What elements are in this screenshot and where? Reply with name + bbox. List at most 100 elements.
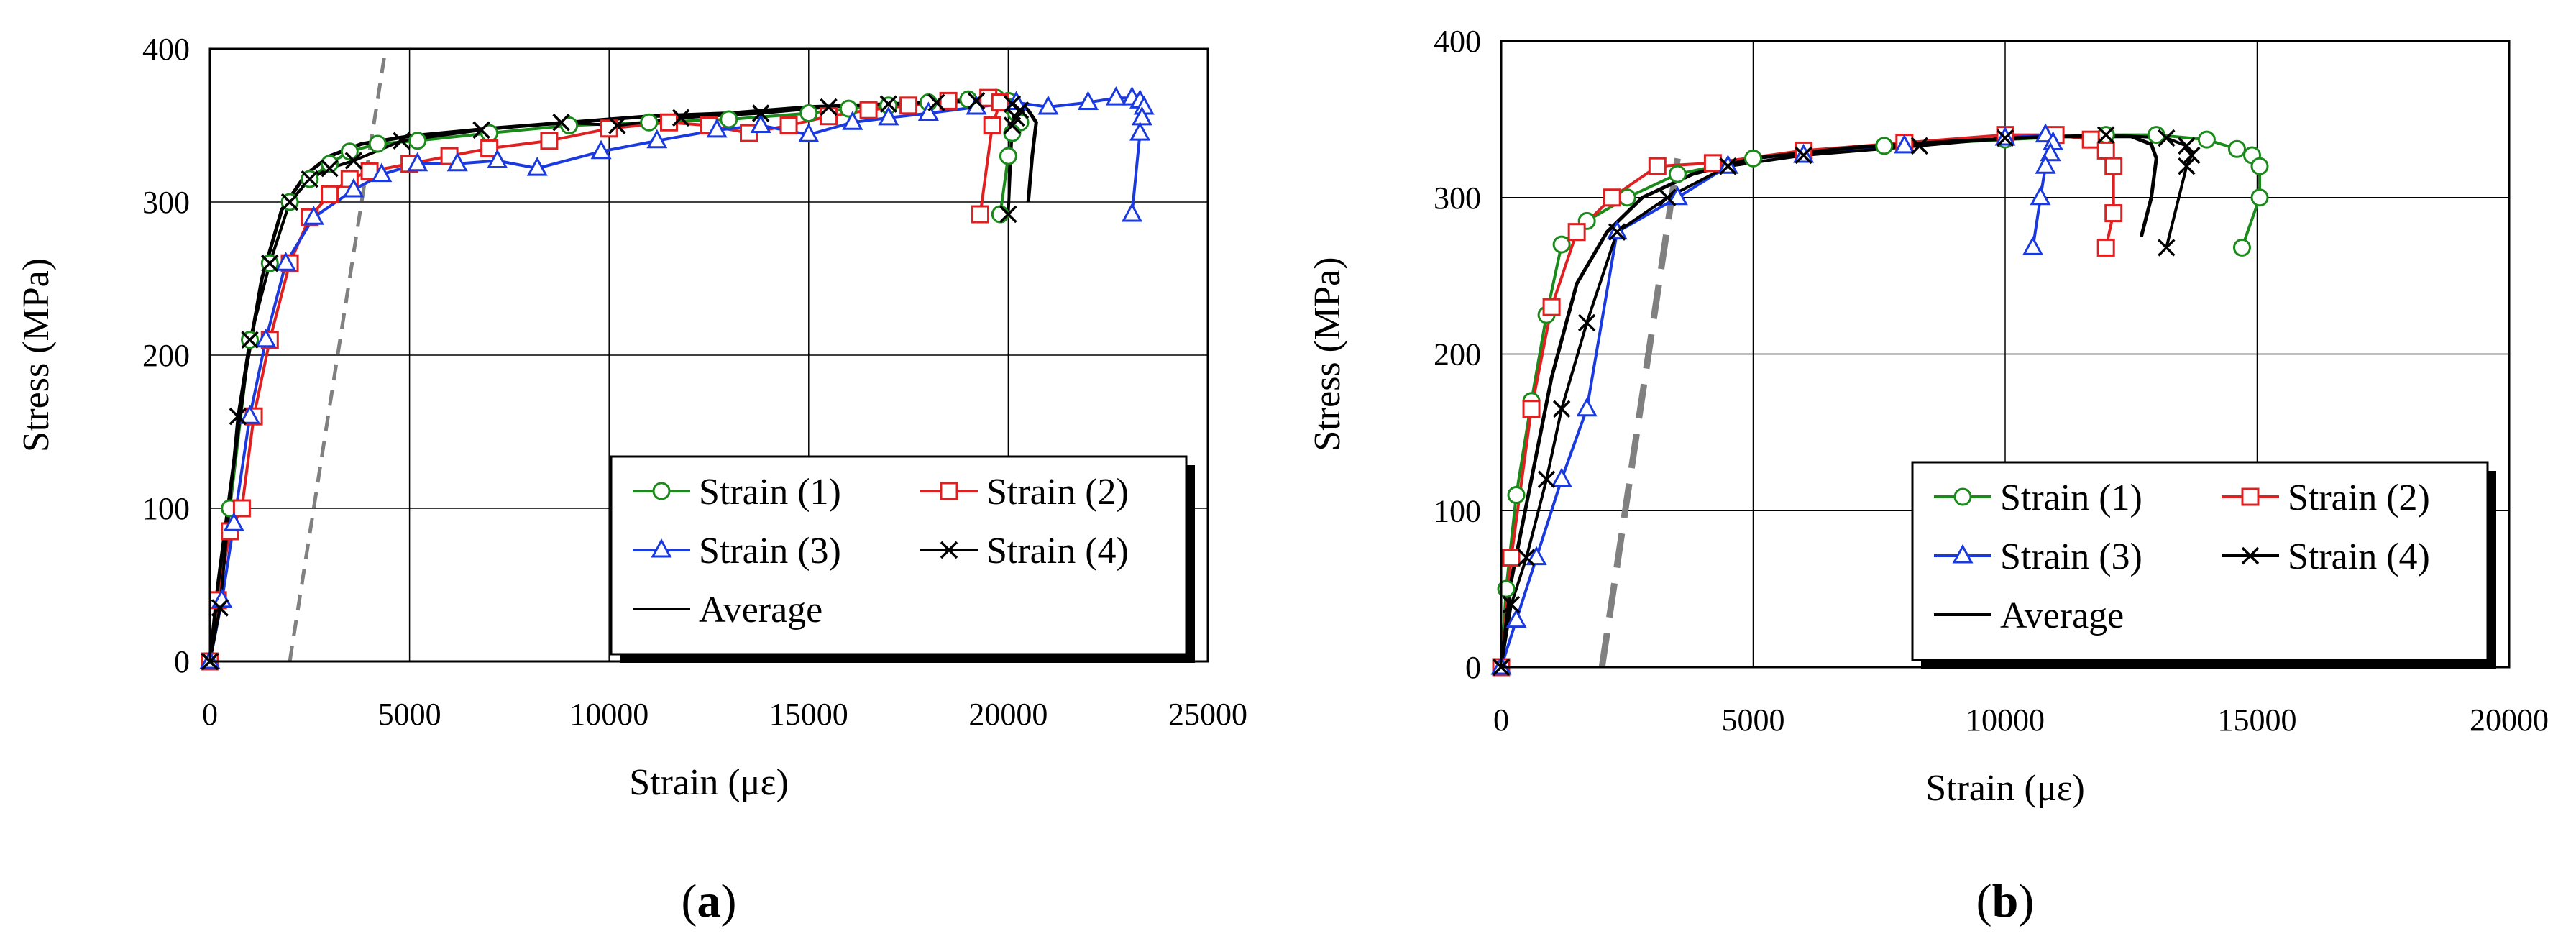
data-point-marker [1648,157,1667,175]
legend-label: Strain (3) [699,531,841,572]
legend-swatch-marker [651,538,672,558]
data-point-marker [1003,116,1022,134]
data-point-marker [842,111,863,130]
data-point-marker [659,113,678,132]
legend-swatch-marker [940,541,958,559]
panel-label-part: ( [682,875,697,927]
data-point-marker [939,91,958,110]
legend-swatch-marker [940,482,958,500]
data-point-marker [2096,238,2115,257]
data-point-marker [991,205,1009,224]
data-point-marker [2178,157,2196,175]
legend-box [1911,461,2489,661]
data-point-marker [899,96,918,115]
data-point-marker [1003,95,1022,113]
data-point-marker [480,139,499,157]
data-point-marker [303,206,324,225]
data-point-marker [1603,188,1621,207]
data-point-marker [1003,124,1022,142]
data-point-marker [2158,129,2176,147]
data-point-marker [321,155,339,173]
data-point-marker [917,101,939,121]
data-point-marker [2104,204,2123,223]
data-point-marker [646,129,668,149]
data-point-marker [1537,470,1556,488]
data-point-marker [1551,467,1572,487]
data-point-marker [1894,134,1915,154]
data-point-marker [1719,157,1737,175]
data-point-marker [878,106,899,126]
panel-label-part: b [1992,875,2019,927]
y-tick-label: 100 [142,491,190,526]
y-tick-label: 300 [1434,180,1481,216]
panel-label: (a) [682,875,737,927]
data-point-marker [2197,130,2216,149]
data-point-marker [2250,188,2269,207]
data-point-marker [967,92,986,110]
data-point-marker [1507,485,1526,504]
y-tick-label: 400 [142,32,190,67]
data-point-marker [1517,549,1536,567]
data-point-marker [1659,188,1677,206]
data-point-marker [2232,238,2251,257]
data-point-marker [1497,579,1516,598]
legend-label: Strain (4) [2288,536,2430,577]
data-point-marker [301,170,319,188]
data-point-marker [1526,546,1547,566]
data-point-marker [879,95,898,113]
data-point-marker [640,113,659,132]
x-tick-label: 20000 [2470,702,2549,738]
data-point-marker [671,109,690,127]
data-point-marker [1131,106,1152,126]
x-tick-label: 15000 [2218,702,2297,738]
data-point-marker [1703,154,1722,173]
data-point-marker [211,599,229,617]
data-point-marker [321,185,339,203]
x-axis-title: Strain (με) [629,762,789,803]
x-tick-label: 20000 [968,697,1048,732]
data-point-marker [1552,400,1571,418]
x-axis-title: Strain (με) [1925,768,2085,809]
data-point-marker [472,121,490,139]
offset-reference-line [1598,157,1681,668]
data-point-marker [1668,165,1687,183]
data-point-marker [255,328,277,348]
data-point-marker [2035,155,2056,174]
data-point-marker [552,114,570,132]
data-point-marker [2183,146,2201,165]
legend-label: Strain (3) [2000,536,2142,577]
panel-label-part: a [697,875,721,927]
data-point-marker [371,162,393,183]
data-point-marker [999,147,1017,165]
data-point-marker [1077,91,1099,111]
data-point-marker [280,193,299,211]
data-point-marker [239,405,261,424]
legend-swatch-marker [652,482,671,500]
x-tick-label: 0 [1493,702,1509,738]
data-point-marker [590,139,612,160]
data-point-marker [1502,595,1521,614]
x-tick-label: 15000 [769,697,848,732]
legend-swatch-marker [1953,487,1972,506]
data-point-marker [1618,188,1636,207]
y-tick-label: 200 [1434,337,1481,372]
data-point-marker [446,152,468,172]
y-tick-label: 0 [174,644,190,679]
x-tick-label: 25000 [1168,697,1247,732]
data-point-marker [1542,298,1561,316]
data-point-marker [706,118,728,138]
data-point-marker [1505,608,1527,628]
y-axis-title: Stress (MPa) [1307,257,1348,451]
data-point-marker [2096,141,2115,160]
y-tick-label: 400 [1434,24,1481,59]
data-point-marker [1129,122,1151,141]
data-point-marker [779,116,798,134]
data-point-marker [407,152,428,172]
legend-label: Strain (1) [2000,477,2142,518]
data-point-marker [2096,126,2115,144]
data-point-marker [540,132,559,150]
data-point-marker [1037,95,1059,115]
data-point-marker [261,254,279,272]
y-tick-label: 300 [142,185,190,220]
